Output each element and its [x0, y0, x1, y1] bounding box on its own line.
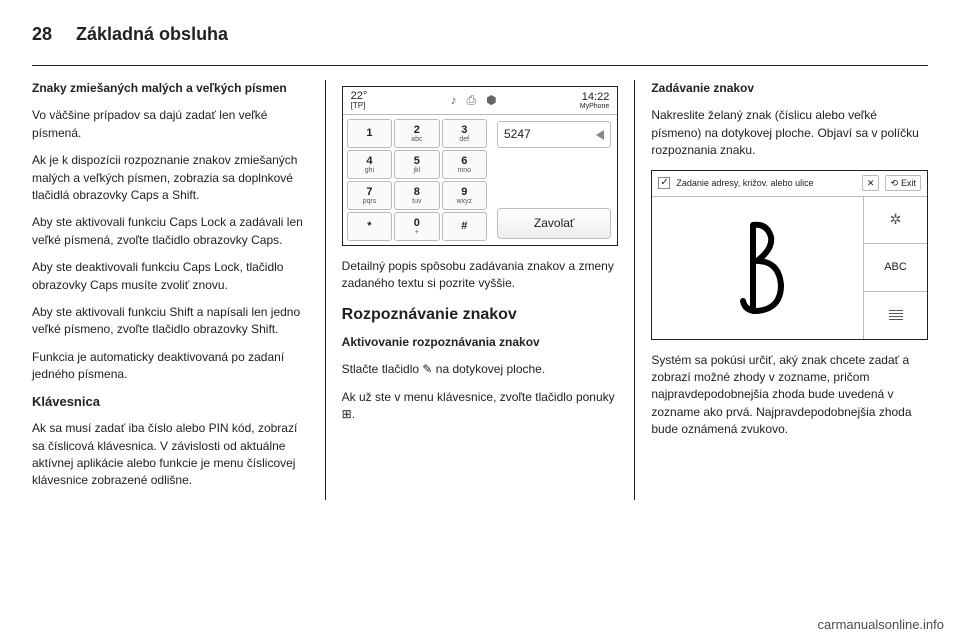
- keypad-key[interactable]: 6mno: [442, 150, 487, 179]
- keypad-key[interactable]: 9wxyz: [442, 181, 487, 210]
- col2-heading-recognition: Rozpoznávanie znakov: [342, 303, 619, 326]
- keyboard-icon: [889, 310, 903, 320]
- status-icon: ♪: [450, 92, 456, 109]
- keypad-key[interactable]: 3def: [442, 119, 487, 148]
- hw-sidebar: ABC: [863, 197, 927, 339]
- footer-link: carmanualsonline.info: [818, 617, 944, 632]
- column-separator-2: [634, 80, 635, 500]
- keypad-key[interactable]: 0+: [394, 212, 439, 241]
- col1-p3: Aby ste aktivovali funkciu Caps Lock a z…: [32, 214, 309, 249]
- keypad-key[interactable]: 1: [347, 119, 392, 148]
- gear-icon: [890, 209, 902, 230]
- col2-p2: Stlačte tlačidlo ✎ na dotykovej ploche.: [342, 361, 619, 378]
- clock: 14:22: [582, 92, 610, 103]
- handwriting-canvas: [652, 197, 863, 339]
- column-separator-1: [325, 80, 326, 500]
- col1-p6: Funkcia je automaticky deaktivovaná po z…: [32, 349, 309, 384]
- col2-p3: Ak už ste v menu klávesnice, zvoľte tlač…: [342, 389, 619, 424]
- col1-p1: Vo väčšine prípadov sa dajú zadať len ve…: [32, 107, 309, 142]
- exit-button[interactable]: ⟲Exit: [885, 175, 921, 191]
- keypad-key[interactable]: 5jkl: [394, 150, 439, 179]
- col3-heading-input: Zadávanie znakov: [651, 80, 928, 97]
- hw-keyboard[interactable]: [864, 292, 927, 339]
- numeric-keypad: 12abc3def 4ghi5jkl6mno 7pqrs8tuv9wxyz *0+#: [343, 115, 491, 245]
- keypad-key[interactable]: 7pqrs: [347, 181, 392, 210]
- header-divider: [32, 65, 928, 66]
- keypad-screenshot: 22° [TP] ♪ ⎙ ⬢ 14:22 MyPhone 12abc3def4g…: [342, 86, 619, 246]
- column-1: Znaky zmiešaných malých a veľkých písmen…: [32, 80, 321, 500]
- hw-abc[interactable]: ABC: [864, 244, 927, 292]
- col3-p1: Nakreslite želaný znak (číslicu alebo ve…: [651, 107, 928, 159]
- status-icon: ⬢: [486, 92, 496, 109]
- keypad-key[interactable]: #: [442, 212, 487, 241]
- chapter-title: Základná obsluha: [76, 24, 228, 45]
- exit-label: Exit: [901, 177, 916, 190]
- hw-title: Zadanie adresy, križov. alebo ulice: [676, 177, 813, 190]
- column-3: Zadávanie znakov Nakreslite želaný znak …: [639, 80, 928, 500]
- tp-indicator: [TP]: [351, 102, 368, 110]
- call-button[interactable]: Zavolať: [497, 208, 611, 239]
- keypad-key[interactable]: 4ghi: [347, 150, 392, 179]
- col1-p7: Ak sa musí zadať iba číslo alebo PIN kód…: [32, 420, 309, 490]
- column-2: 22° [TP] ♪ ⎙ ⬢ 14:22 MyPhone 12abc3def4g…: [330, 80, 631, 500]
- page-number: 28: [32, 24, 52, 45]
- keypad-key[interactable]: 8tuv: [394, 181, 439, 210]
- col2-heading-activate: Aktivovanie rozpoznávania znakov: [342, 334, 619, 351]
- col3-p2: Systém sa pokúsi určiť, aký znak chcete …: [651, 352, 928, 439]
- number-display: 5247: [497, 121, 611, 148]
- keypad-key[interactable]: 2abc: [394, 119, 439, 148]
- handwriting-screenshot: Zadanie adresy, križov. alebo ulice ✕ ⟲E…: [651, 170, 928, 340]
- status-icon: ⎙: [466, 92, 476, 109]
- backspace-icon: [596, 130, 604, 140]
- col1-heading-keyboard: Klávesnica: [32, 393, 309, 412]
- phone-name: MyPhone: [580, 103, 610, 110]
- checkbox-icon: [658, 177, 670, 189]
- entered-number: 5247: [504, 126, 531, 143]
- col1-p5: Aby ste aktivovali funkciu Shift a napís…: [32, 304, 309, 339]
- keypad-key[interactable]: *: [347, 212, 392, 241]
- col1-heading-mixed-case: Znaky zmiešaných malých a veľkých písmen: [32, 80, 309, 97]
- col1-p2: Ak je k dispozícii rozpoznanie znakov zm…: [32, 152, 309, 204]
- col1-p4: Aby ste deaktivovali funkciu Caps Lock, …: [32, 259, 309, 294]
- delete-box: ✕: [862, 175, 880, 191]
- hw-settings[interactable]: [864, 197, 927, 245]
- col2-p1: Detailný popis spôsobu zadávania znakov …: [342, 258, 619, 293]
